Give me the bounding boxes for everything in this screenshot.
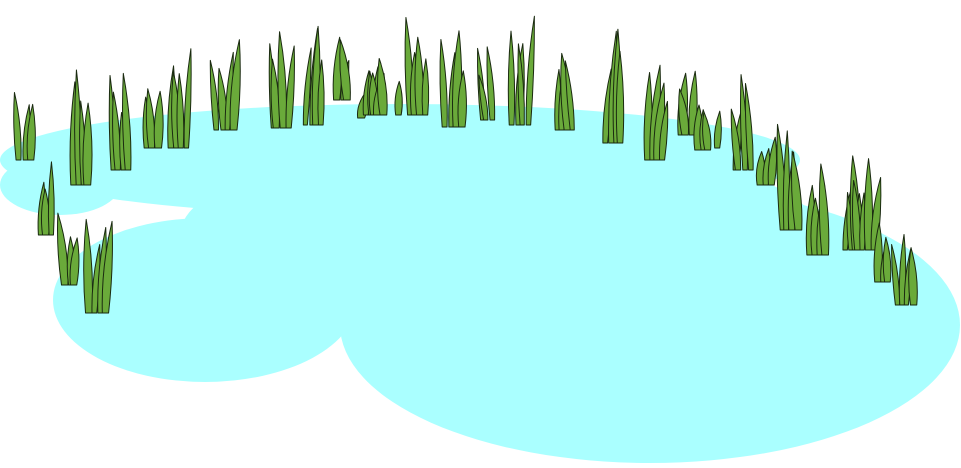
reed-blade <box>122 72 132 171</box>
reed-blade <box>153 90 164 149</box>
reed-blade <box>818 163 830 256</box>
reed-blade <box>517 43 525 126</box>
reed-blade <box>730 108 742 171</box>
reed-blade <box>376 57 388 116</box>
pond-middle <box>180 140 820 330</box>
reed-blade <box>176 73 185 149</box>
reed-blade <box>69 237 80 286</box>
reed-blade <box>26 103 36 161</box>
reeds <box>13 15 918 314</box>
reed-blade <box>47 161 55 236</box>
reed-blade <box>564 60 575 131</box>
reed-blade <box>183 48 192 149</box>
reed-blade <box>478 74 489 121</box>
reed-blade <box>713 110 722 149</box>
reed-blade <box>525 15 535 126</box>
reed-blade <box>285 45 295 129</box>
reed-blade <box>394 80 403 116</box>
pond-left-edge <box>0 155 120 215</box>
reed-blade <box>101 220 113 314</box>
reed-blade <box>507 30 516 126</box>
pond <box>0 104 960 463</box>
reed-blade <box>229 39 241 131</box>
reed-blade <box>83 218 94 314</box>
reed-blade <box>882 236 892 283</box>
reed-blade <box>486 46 496 121</box>
reed-blade <box>339 39 351 101</box>
reed-blade <box>457 70 467 128</box>
reed-blade <box>56 212 69 286</box>
reed-blade <box>658 100 669 161</box>
reed-blade <box>908 247 918 306</box>
reed-blade <box>13 91 22 161</box>
reed-blade <box>112 91 121 171</box>
reed-blade <box>82 102 93 186</box>
reed-blade <box>767 136 778 186</box>
reed-blade <box>615 50 625 144</box>
reed-blade <box>702 111 712 151</box>
reed-blade <box>790 150 803 231</box>
reed-blade <box>421 58 430 116</box>
reed-blade <box>744 83 754 171</box>
reed-blade <box>317 59 325 126</box>
reed-blade <box>145 88 156 149</box>
reed-blade <box>277 31 288 129</box>
reed-blade <box>209 59 219 131</box>
reed-blade <box>302 47 312 126</box>
reed-blade <box>439 38 448 128</box>
